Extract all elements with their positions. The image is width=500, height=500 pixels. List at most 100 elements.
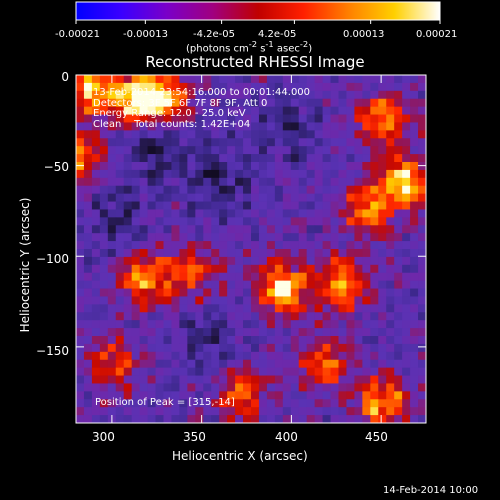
heatmap-cell	[298, 169, 308, 179]
heatmap-cell	[227, 177, 236, 187]
heatmap-cell	[338, 82, 347, 92]
heatmap-cell	[187, 169, 196, 179]
heatmap-cell	[147, 177, 156, 187]
heatmap-cell	[131, 415, 141, 424]
heatmap-cell	[115, 407, 125, 416]
heatmap-cell	[394, 288, 403, 297]
heatmap-cell	[155, 162, 164, 171]
heatmap-cell	[274, 217, 284, 226]
heatmap-cell	[171, 169, 180, 179]
heatmap-cell	[187, 75, 196, 84]
heatmap-cell	[354, 75, 363, 84]
heatmap-cell	[131, 407, 141, 416]
heatmap-cell	[290, 225, 300, 234]
heatmap-cell	[386, 383, 395, 392]
heatmap-cell	[290, 407, 300, 416]
heatmap-cell	[266, 415, 276, 424]
heatmap-cell	[163, 383, 172, 392]
heatmap-cell	[282, 114, 292, 123]
heatmap-cell	[386, 138, 395, 147]
annotation-block: 13-Feb-2014 23:54:16.000 to 00:01:44.000…	[93, 87, 310, 130]
heatmap-cell	[203, 209, 212, 218]
heatmap-cell	[251, 399, 260, 408]
heatmap-cell	[418, 233, 427, 242]
heatmap-cell	[163, 146, 172, 155]
heatmap-cell	[370, 359, 379, 369]
heatmap-cell	[76, 225, 85, 234]
heatmap-cell	[251, 217, 260, 226]
heatmap-cell	[211, 407, 220, 416]
heatmap-cell	[370, 193, 379, 202]
heatmap-cell	[282, 383, 292, 392]
heatmap-cell	[163, 367, 172, 376]
heatmap-cell	[91, 312, 101, 321]
heatmap-cell	[107, 177, 117, 187]
heatmap-cell	[354, 114, 363, 123]
heatmap-cell	[258, 280, 268, 289]
heatmap-cell	[195, 415, 204, 424]
heatmap-cell	[258, 407, 268, 416]
heatmap-cell	[298, 225, 308, 234]
heatmap-cell	[76, 98, 85, 108]
heatmap-cell	[235, 375, 244, 384]
heatmap-cell	[258, 264, 268, 274]
heatmap-cell	[370, 343, 379, 353]
heatmap-cell	[306, 90, 316, 100]
heatmap-cell	[107, 114, 117, 123]
heatmap-cell	[274, 359, 284, 369]
heatmap-cell	[354, 304, 363, 313]
heatmap-cell	[243, 98, 252, 108]
heatmap-cell	[227, 98, 236, 108]
heatmap-cell	[171, 130, 180, 139]
heatmap-cell	[243, 343, 252, 353]
heatmap-cell	[402, 351, 411, 361]
heatmap-cell	[131, 209, 141, 218]
heatmap-cell	[338, 249, 347, 258]
heatmap-cell	[83, 233, 93, 242]
heatmap-cell	[219, 272, 228, 282]
x-axis-label: Heliocentric X (arcsec)	[172, 449, 308, 463]
heatmap-cell	[258, 138, 268, 147]
heatmap-cell	[115, 130, 125, 139]
heatmap-cell	[219, 280, 228, 289]
heatmap-cell	[251, 256, 260, 266]
heatmap-cell	[370, 90, 379, 100]
heatmap-cell	[147, 383, 156, 392]
heatmap-cell	[322, 399, 331, 408]
heatmap-cell	[330, 280, 339, 289]
heatmap-cell	[163, 217, 172, 226]
heatmap-cell	[179, 415, 188, 424]
heatmap-cell	[91, 399, 101, 408]
heatmap-cell	[394, 90, 403, 100]
heatmap-cell	[322, 241, 331, 250]
heatmap-cell	[179, 193, 188, 202]
heatmap-cell	[107, 162, 117, 171]
heatmap-cell	[203, 351, 212, 361]
heatmap-cell	[91, 201, 101, 210]
heatmap-cell	[243, 304, 252, 313]
heatmap-cell	[179, 146, 188, 155]
heatmap-cell	[171, 336, 180, 345]
heatmap-cell	[418, 241, 427, 250]
heatmap-cell	[418, 146, 427, 155]
heatmap-cell	[171, 391, 180, 400]
heatmap-cell	[410, 130, 419, 139]
heatmap-cell	[290, 130, 300, 139]
heatmap-cell	[266, 82, 276, 92]
heatmap-cell	[338, 98, 347, 108]
heatmap-cell	[402, 106, 411, 115]
heatmap-cell	[386, 288, 395, 297]
heatmap-cell	[91, 288, 101, 297]
heatmap-cell	[123, 90, 133, 100]
heatmap-image	[76, 75, 427, 424]
heatmap-cell	[235, 415, 244, 424]
heatmap-cell	[386, 233, 395, 242]
heatmap-cell	[346, 249, 355, 258]
heatmap-cell	[274, 154, 284, 163]
heatmap-cell	[306, 225, 316, 234]
heatmap-cell	[258, 162, 268, 171]
heatmap-cell	[322, 114, 331, 123]
heatmap-cell	[115, 375, 125, 384]
heatmap-cell	[402, 162, 411, 171]
heatmap-cell	[107, 193, 117, 202]
